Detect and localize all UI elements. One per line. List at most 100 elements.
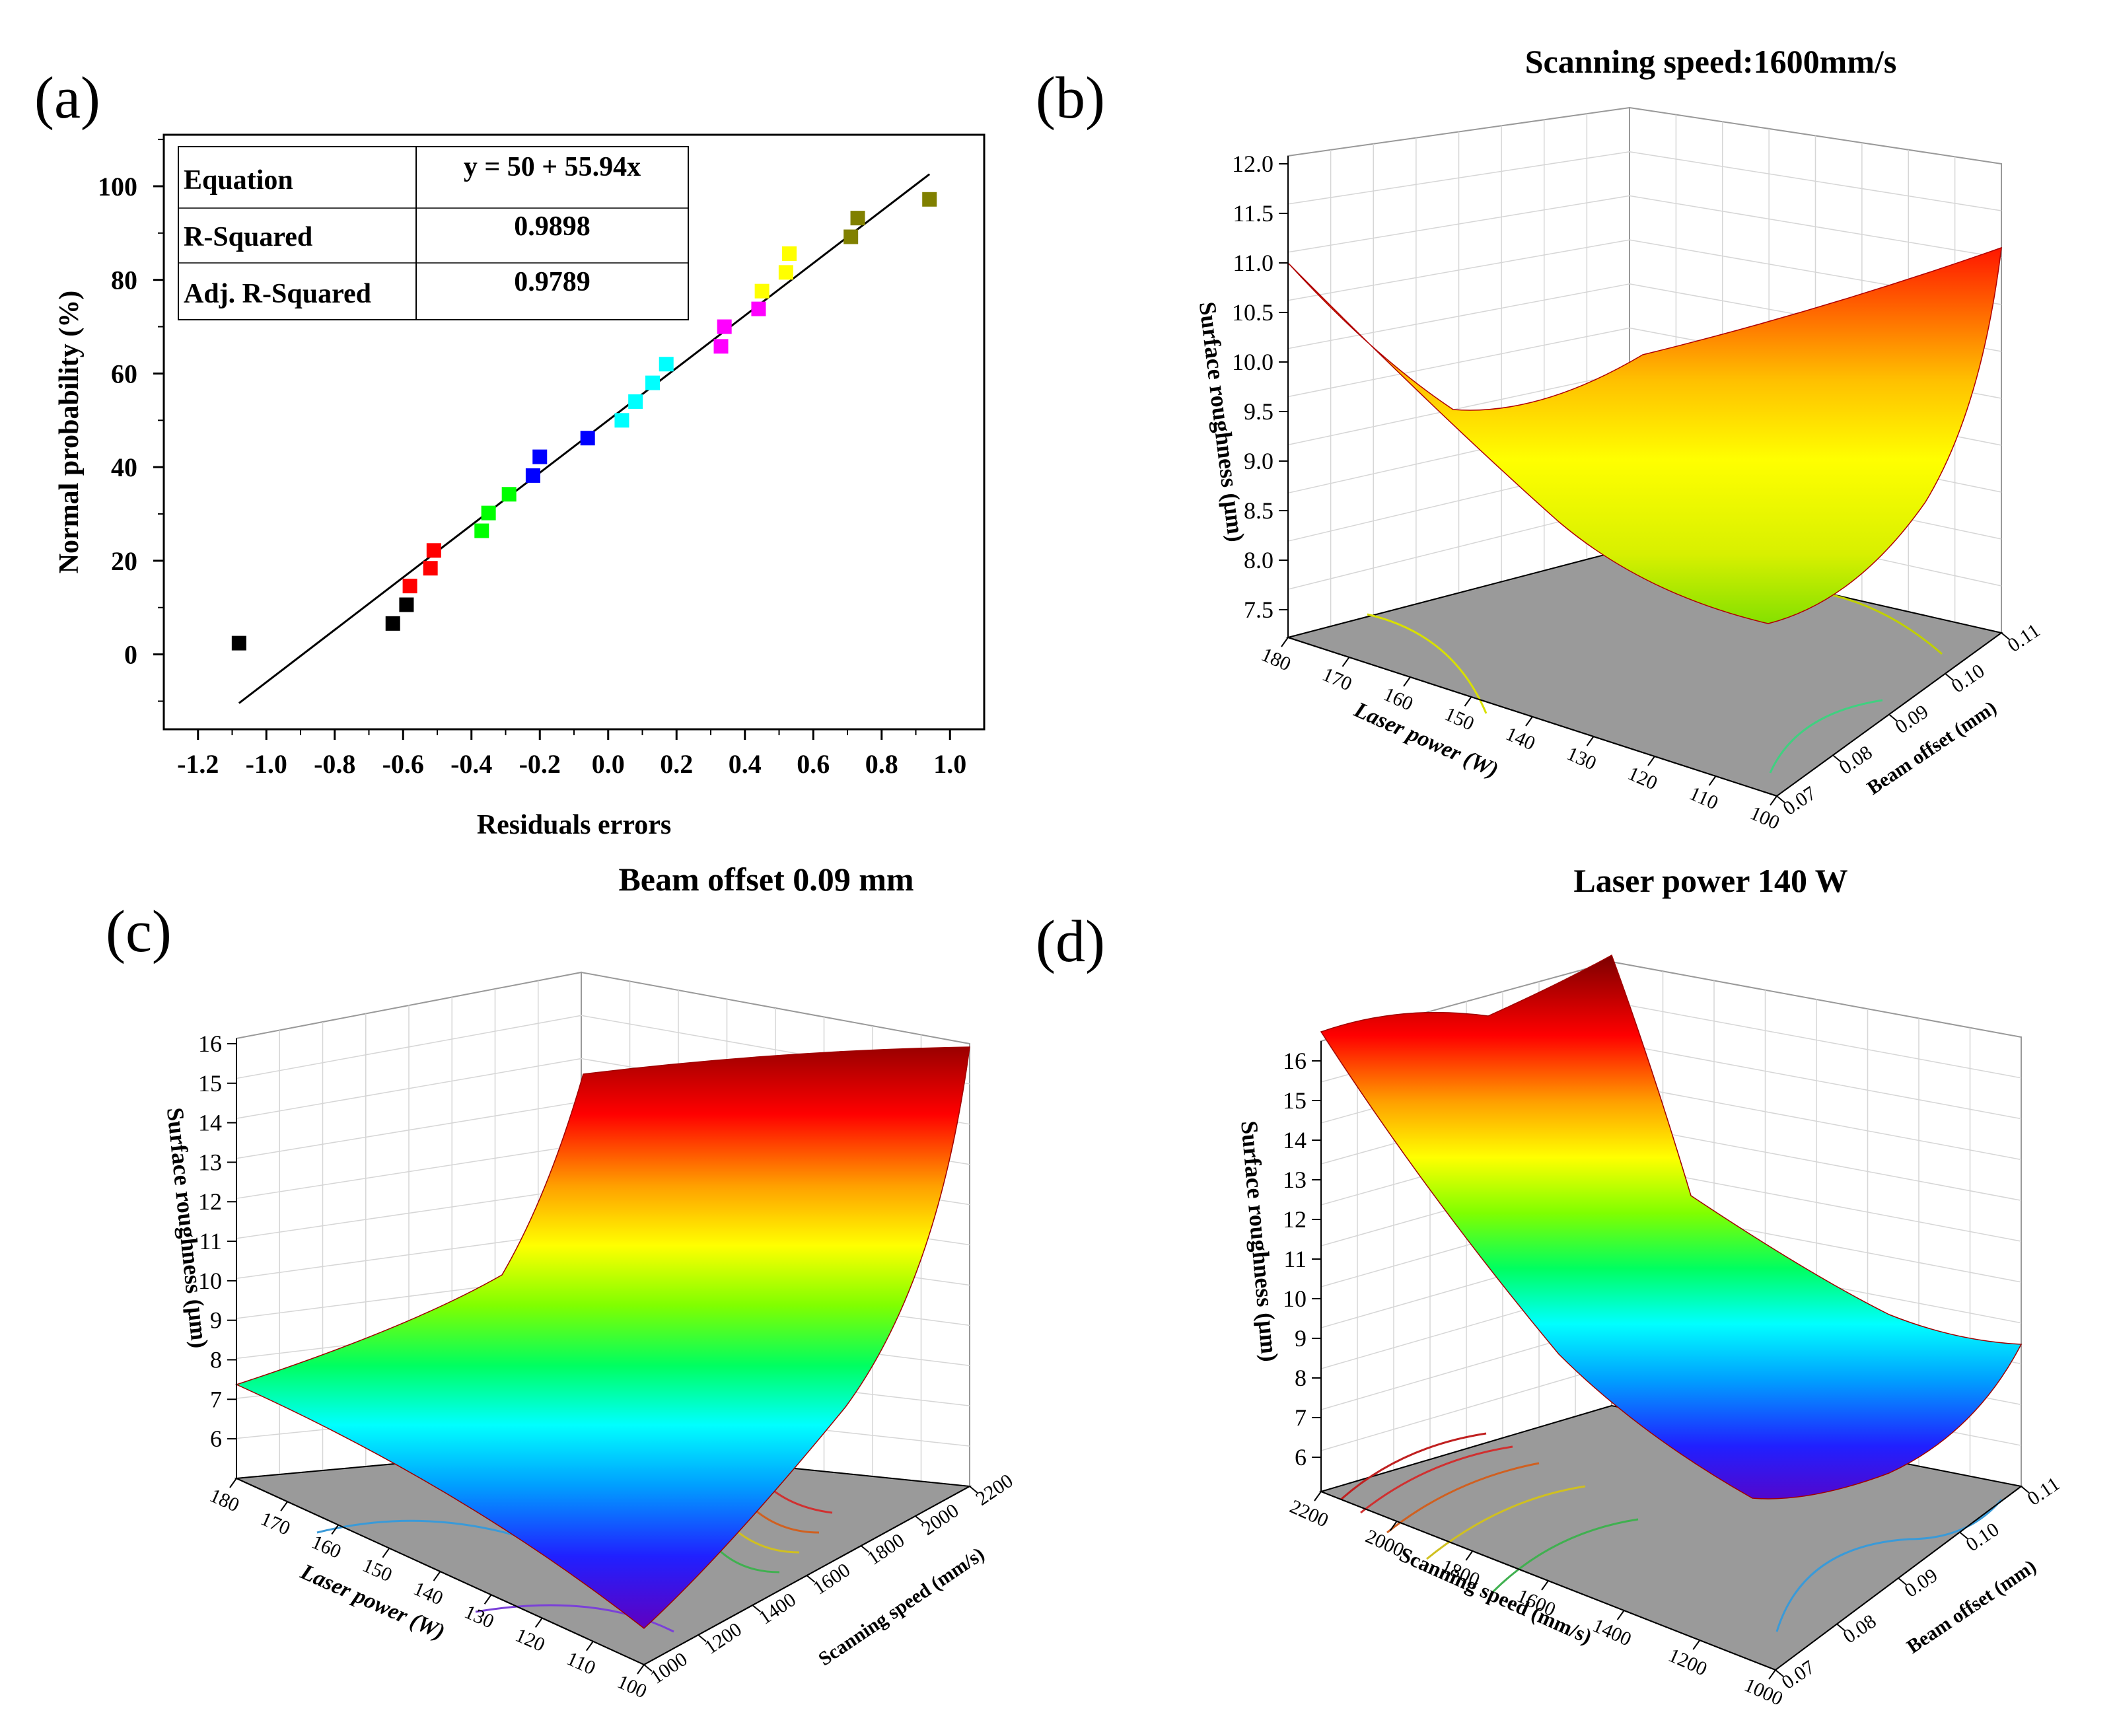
- x-tick: [1465, 1550, 1474, 1561]
- x-tick-label: 150: [359, 1554, 396, 1586]
- z-tick-label: 6: [210, 1426, 222, 1452]
- x-tick: [1586, 736, 1595, 746]
- z-tick-label: 7.5: [1244, 597, 1273, 623]
- grid-line: [1629, 151, 2002, 211]
- z-tick-label: 15: [198, 1070, 222, 1097]
- stats-label-equation: Equation: [184, 165, 293, 196]
- z-tick-label: 10: [1283, 1285, 1307, 1312]
- panel-label: (a): [34, 65, 100, 131]
- y-tick: [643, 1664, 653, 1672]
- y-tick: [2021, 1486, 2030, 1494]
- data-point: [525, 468, 540, 483]
- grid-line: [236, 1015, 582, 1079]
- grid-line: [236, 1101, 582, 1159]
- z-axis-label: Surface roughness (μm): [1236, 1120, 1283, 1363]
- data-point: [713, 339, 729, 354]
- x-tick-label: 140: [410, 1577, 447, 1609]
- x-tick-label: 110: [1686, 782, 1722, 814]
- data-point: [532, 449, 548, 464]
- y-tick: [698, 1634, 707, 1642]
- y-tick: [1888, 713, 1898, 722]
- grid-line: [236, 1187, 582, 1239]
- x-tick-label: 120: [512, 1624, 548, 1656]
- x-tick-label: -0.4: [450, 749, 492, 779]
- x-tick-label: 100: [1747, 802, 1783, 834]
- x-tick-label: 120: [1625, 762, 1661, 794]
- z-tick-label: 14: [1283, 1127, 1307, 1153]
- grid-line: [1611, 1122, 2022, 1202]
- x-tick-label: 140: [1503, 723, 1539, 754]
- x-tick: [280, 1501, 288, 1511]
- stats-label-r-squared: R-Squared: [184, 222, 312, 252]
- x-tick-label: -0.8: [314, 749, 355, 779]
- y-tick-label: 100: [98, 172, 137, 201]
- data-point: [778, 265, 793, 280]
- contour-line: [1491, 1518, 1639, 1593]
- z-tick-label: 7: [1295, 1404, 1307, 1431]
- response-surface: [1320, 954, 2023, 1500]
- y-tick: [2001, 632, 2010, 640]
- data-point: [580, 431, 595, 446]
- x-tick-label: 1000: [1741, 1674, 1786, 1710]
- z-tick-label: 13: [198, 1149, 222, 1175]
- data-point: [843, 229, 859, 244]
- data-point: [385, 616, 400, 631]
- x-tick-label: 1.0: [933, 749, 966, 779]
- y-axis: 0 20 40 60 80 100: [98, 139, 164, 702]
- y-tick: [1776, 795, 1785, 803]
- z-tick-label: 12: [1283, 1206, 1307, 1233]
- x-tick: [637, 1664, 645, 1675]
- contour-line: [1775, 1499, 2003, 1632]
- normal-probability-chart: (a) -1.2 -1.0 -0.8 -0.6 -0.4 -0.2 0.0 0.2 0.4 0.6…: [34, 65, 986, 840]
- x-tick-label: -1.0: [246, 749, 287, 779]
- x-tick: [1692, 1640, 1701, 1650]
- x-tick-label: 0.0: [592, 749, 625, 779]
- stats-value-equation: y = 50 + 55.94x: [464, 152, 641, 182]
- contour-line: [1426, 1485, 1586, 1560]
- z-tick-label: 12: [198, 1188, 222, 1215]
- x-tick-label: 0.4: [729, 749, 762, 779]
- panel-d-surface-plot: (d) Laser power 140 W 6 7 8 9 10 11 12 13 14 15 16…: [1030, 852, 2115, 1736]
- grid-line: [1287, 327, 1630, 398]
- y-tick: [806, 1575, 816, 1583]
- y-tick: [1775, 1669, 1784, 1677]
- x-tick: [1464, 696, 1472, 707]
- z-tick-label: 11.0: [1233, 250, 1273, 276]
- x-tick: [484, 1594, 492, 1605]
- z-axis: 7.5 8.0 8.5 9.0 9.5 10.0 10.5 11.0 11.5 12.0: [1232, 151, 1288, 623]
- surface-chart-d: (d) Laser power 140 W 6 7 8 9 10 11 12 13 14 15 16…: [1036, 862, 2064, 1710]
- x-tick-label: -0.2: [519, 749, 561, 779]
- x-tick: [1389, 1521, 1398, 1531]
- x-tick-label: 2200: [1287, 1496, 1332, 1532]
- y-tick: [1836, 1623, 1846, 1632]
- z-axis-label: Surface roughness (μm): [1194, 301, 1250, 544]
- z-tick-label: 12.0: [1232, 151, 1273, 177]
- grid-line: [236, 1144, 582, 1199]
- x-tick-label: 130: [1563, 742, 1600, 774]
- grid-line: [1629, 195, 2002, 258]
- data-point: [782, 246, 797, 261]
- z-tick-label: 8: [210, 1346, 222, 1373]
- x-tick-label: 170: [258, 1507, 294, 1539]
- y-tick-label: 80: [111, 266, 137, 295]
- surface-chart-c: (c) Beam offset 0.09 mm 6 7 8 9 10 11 12 13 14 15…: [106, 861, 1017, 1703]
- data-point: [645, 375, 661, 390]
- panel-c-surface-plot: (c) Beam offset 0.09 mm 6 7 8 9 10 11 12 13 14 15…: [0, 852, 1030, 1736]
- panel-b-surface-plot: (b) Scanning speed:1600mm/s 7.5 8.0 8.5 9.0…: [1030, 0, 2115, 852]
- x-tick-label: 160: [308, 1531, 345, 1563]
- chart-title: Laser power 140 W: [1573, 862, 1847, 899]
- x-tick: [1708, 776, 1717, 786]
- x-tick-label: 1400: [1589, 1614, 1634, 1651]
- z-tick-label: 16: [1283, 1048, 1307, 1074]
- z-tick-label: 11: [199, 1228, 222, 1254]
- panel-label: (d): [1036, 909, 1105, 974]
- x-tick: [1616, 1610, 1625, 1620]
- x-tick-label: 0.2: [660, 749, 693, 779]
- z-tick-label: 8: [1295, 1365, 1307, 1391]
- y-tick-label: 2200: [972, 1470, 1017, 1510]
- contour-line: [316, 1519, 529, 1540]
- data-point: [399, 597, 414, 612]
- z-tick-label: 11: [1283, 1246, 1307, 1272]
- y-tick-label: 60: [111, 359, 137, 388]
- x-tick-label: 1200: [1665, 1644, 1710, 1681]
